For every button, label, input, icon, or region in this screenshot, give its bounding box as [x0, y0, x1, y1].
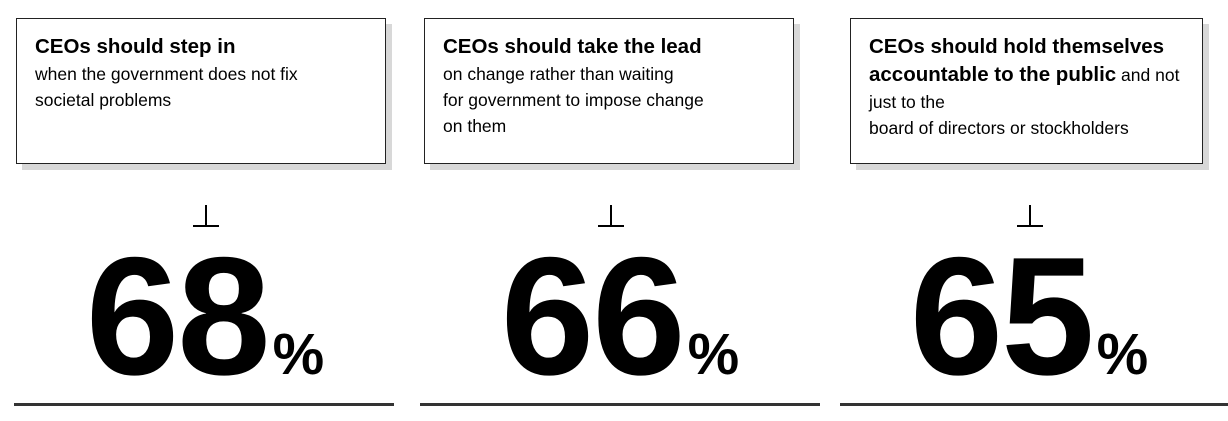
statement-lead: CEOs should take the lead [443, 35, 702, 58]
underline-rule [840, 403, 1228, 406]
statement-card: CEOs should step in when the government … [16, 18, 386, 164]
percentage-value: 68 [85, 222, 271, 410]
statement-card: CEOs should hold themselves accountable … [850, 18, 1203, 164]
percent-sign: % [1096, 322, 1149, 387]
statement-lead: CEOs should step in [35, 35, 236, 58]
statement-column-step-in: CEOs should step in when the government … [0, 0, 410, 421]
connector-icon [1017, 205, 1043, 227]
underline-rule [420, 403, 820, 406]
percent-sign: % [272, 322, 325, 387]
statement-detail: on change rather than waiting for govern… [443, 64, 704, 136]
statement-card: CEOs should take the lead on change rath… [424, 18, 794, 164]
connector-icon [598, 205, 624, 227]
percent-sign: % [687, 322, 740, 387]
percentage-figure: 68% [0, 232, 410, 400]
percentage-figure: 65% [830, 232, 1228, 400]
percentage-figure: 66% [410, 232, 830, 400]
statement-lead: CEOs should hold themselves accountable … [869, 35, 1165, 86]
underline-rule [14, 403, 394, 406]
statement-text: CEOs should hold themselves accountable … [869, 33, 1184, 141]
statement-detail: and not just to the board of directors o… [869, 65, 1180, 138]
percentage-value: 65 [909, 222, 1095, 410]
statement-column-accountable: CEOs should hold themselves accountable … [830, 0, 1228, 421]
statement-column-take-lead: CEOs should take the lead on change rath… [410, 0, 830, 421]
connector-icon [193, 205, 219, 227]
percentage-value: 66 [500, 222, 686, 410]
statement-detail: when the government does not fix societa… [35, 64, 298, 110]
